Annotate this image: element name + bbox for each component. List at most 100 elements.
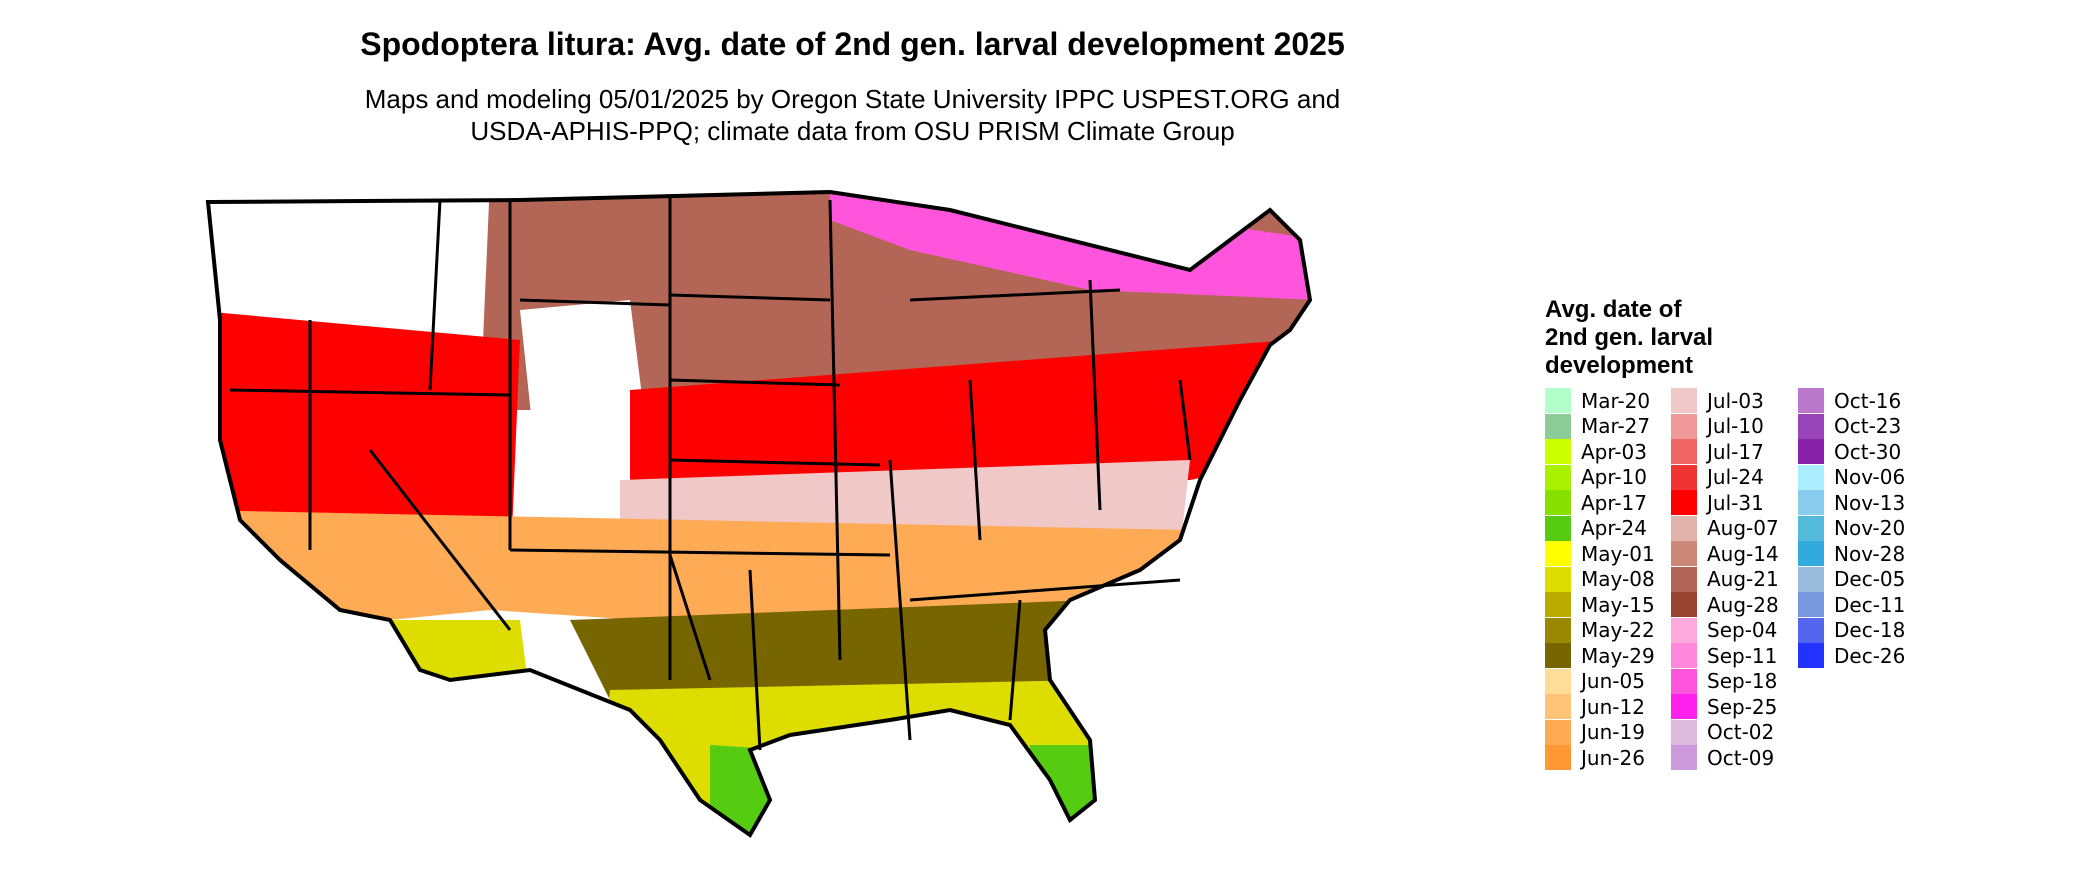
zone-gulf-coast [590, 680, 1100, 835]
legend-label: Dec-05 [1834, 567, 1906, 591]
legend-item: Aug-14 [1671, 541, 1779, 566]
legend-label: Dec-26 [1834, 643, 1906, 668]
legend-swatch [1671, 439, 1697, 464]
legend-title: Avg. date of 2nd gen. larval development [1545, 296, 1713, 380]
legend-item: Nov-20 [1798, 515, 1905, 541]
legend-swatch [1798, 592, 1824, 617]
legend-swatch [1671, 668, 1697, 694]
legend-item: Sep-25 [1671, 694, 1777, 719]
legend-item: Sep-11 [1671, 643, 1777, 668]
legend-label: Jun-05 [1581, 669, 1645, 693]
map-title: Spodoptera litura: Avg. date of 2nd gen.… [360, 26, 1345, 62]
legend-label: Nov-13 [1834, 490, 1906, 515]
legend-item: Jul-03 [1671, 388, 1764, 413]
legend-swatch [1545, 490, 1571, 515]
legend-item: May-29 [1545, 643, 1655, 668]
legend-label: Jun-12 [1581, 694, 1645, 719]
legend-swatch [1545, 515, 1571, 541]
legend-swatch [1545, 566, 1571, 592]
legend-item: Aug-07 [1671, 515, 1779, 541]
legend-swatch [1671, 464, 1697, 490]
legend-swatch [1545, 439, 1571, 464]
legend-swatch [1671, 388, 1697, 413]
legend-swatch [1545, 592, 1571, 617]
legend-label: Jul-03 [1707, 388, 1764, 413]
legend-swatch [1798, 388, 1824, 413]
map-subtitle-line1: Maps and modeling 05/01/2025 by Oregon S… [364, 84, 1341, 114]
legend-label: Dec-11 [1834, 592, 1906, 617]
legend-swatch [1671, 541, 1697, 566]
legend-swatch [1545, 694, 1571, 719]
legend-label: Aug-14 [1707, 541, 1779, 566]
zone-northwest-mountains-2 [520, 300, 650, 510]
legend-label: Apr-10 [1581, 465, 1647, 489]
legend-label: Apr-17 [1581, 490, 1647, 515]
legend-item: Oct-16 [1798, 388, 1901, 413]
legend-swatch [1671, 515, 1697, 541]
legend-item: Jun-19 [1545, 719, 1645, 745]
legend-label: Aug-21 [1707, 567, 1779, 591]
zone-south-texas [710, 745, 790, 835]
legend-label: Sep-25 [1707, 694, 1778, 719]
legend-item: Jun-05 [1545, 668, 1645, 694]
legend-swatch [1798, 566, 1824, 592]
legend-label: Dec-18 [1834, 618, 1906, 642]
legend-label: Sep-18 [1707, 669, 1778, 693]
legend-item: Nov-28 [1798, 541, 1905, 566]
legend-swatch [1798, 515, 1824, 541]
state-borders [229, 195, 1192, 751]
legend-item: Oct-23 [1798, 413, 1902, 439]
legend-item: Nov-06 [1798, 464, 1906, 490]
legend-item: Jun-26 [1545, 745, 1645, 770]
legend-label: May-01 [1581, 541, 1655, 566]
legend-label: Apr-24 [1581, 516, 1647, 540]
legend-swatch [1798, 541, 1824, 566]
legend-swatch [1545, 388, 1571, 413]
legend-swatch [1798, 643, 1824, 668]
legend-label: Oct-23 [1834, 414, 1902, 438]
legend-swatch [1671, 694, 1697, 719]
legend-label: Nov-06 [1834, 465, 1906, 489]
legend-item: Dec-26 [1798, 643, 1905, 668]
legend-item: Sep-04 [1671, 617, 1778, 643]
legend-label: Aug-07 [1707, 516, 1779, 540]
legend-item: Aug-28 [1671, 592, 1779, 617]
legend-swatch [1798, 413, 1824, 439]
legend-swatch [1798, 439, 1824, 464]
legend-item: May-08 [1545, 566, 1655, 592]
legend-label: May-29 [1581, 643, 1655, 668]
legend-swatch [1545, 464, 1571, 490]
legend-swatch [1671, 745, 1697, 770]
legend-item: Apr-17 [1545, 490, 1647, 515]
legend-item: Jul-24 [1671, 464, 1764, 490]
legend-swatch [1545, 745, 1571, 770]
legend-swatch [1798, 490, 1824, 515]
zone-northwest-mountains-1 [250, 210, 470, 350]
legend-swatch [1545, 643, 1571, 668]
legend-item: Dec-05 [1798, 566, 1906, 592]
legend-item: Apr-10 [1545, 464, 1647, 490]
legend-swatch [1545, 719, 1571, 745]
legend-label: Nov-28 [1834, 541, 1906, 566]
legend-label: Jun-26 [1581, 745, 1645, 770]
legend-item: May-22 [1545, 617, 1655, 643]
legend-title-line2: 2nd gen. larval [1545, 324, 1714, 351]
legend-swatch [1798, 617, 1824, 643]
legend-item: Jul-17 [1671, 439, 1764, 464]
legend-swatch [1671, 617, 1697, 643]
legend-item: Apr-24 [1545, 515, 1647, 541]
legend-swatch [1545, 413, 1571, 439]
legend-swatch [1671, 566, 1697, 592]
legend-item: Jul-10 [1671, 413, 1764, 439]
legend-swatch [1545, 617, 1571, 643]
legend-label: May-08 [1581, 567, 1655, 591]
legend-swatch [1798, 464, 1824, 490]
legend-item: Aug-21 [1671, 566, 1779, 592]
legend-item: Nov-13 [1798, 490, 1905, 515]
legend-item: Oct-09 [1671, 745, 1774, 770]
legend-label: May-22 [1581, 618, 1655, 642]
zone-deep-south [570, 600, 1090, 700]
legend-title-line3: development [1545, 352, 1694, 379]
legend-label: Sep-04 [1707, 618, 1778, 642]
legend-item: Oct-30 [1798, 439, 1901, 464]
